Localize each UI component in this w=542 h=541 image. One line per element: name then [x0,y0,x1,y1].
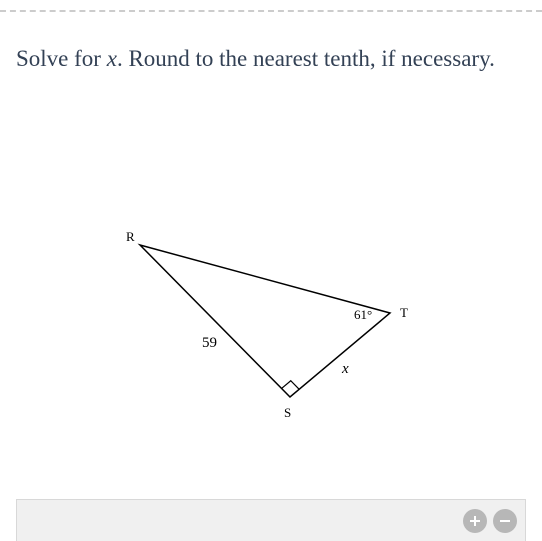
minus-button[interactable] [493,509,517,533]
question-text: Solve for x. Round to the nearest tenth,… [16,40,526,78]
svg-text:59: 59 [202,335,217,351]
svg-text:S: S [284,405,291,420]
minus-icon [498,514,512,528]
svg-text:R: R [126,229,135,244]
svg-text:T: T [400,305,408,320]
question-suffix: . Round to the nearest tenth, if necessa… [117,46,495,71]
svg-text:61°: 61° [354,307,372,322]
svg-text:x: x [341,361,349,377]
plus-button[interactable] [463,509,487,533]
answer-input-bar[interactable] [16,499,526,541]
section-divider [0,10,542,12]
plus-icon [468,514,482,528]
triangle-diagram: R T S 61° 59 x [0,145,542,485]
question-prefix: Solve for [16,46,107,71]
question-variable: x [107,46,117,71]
